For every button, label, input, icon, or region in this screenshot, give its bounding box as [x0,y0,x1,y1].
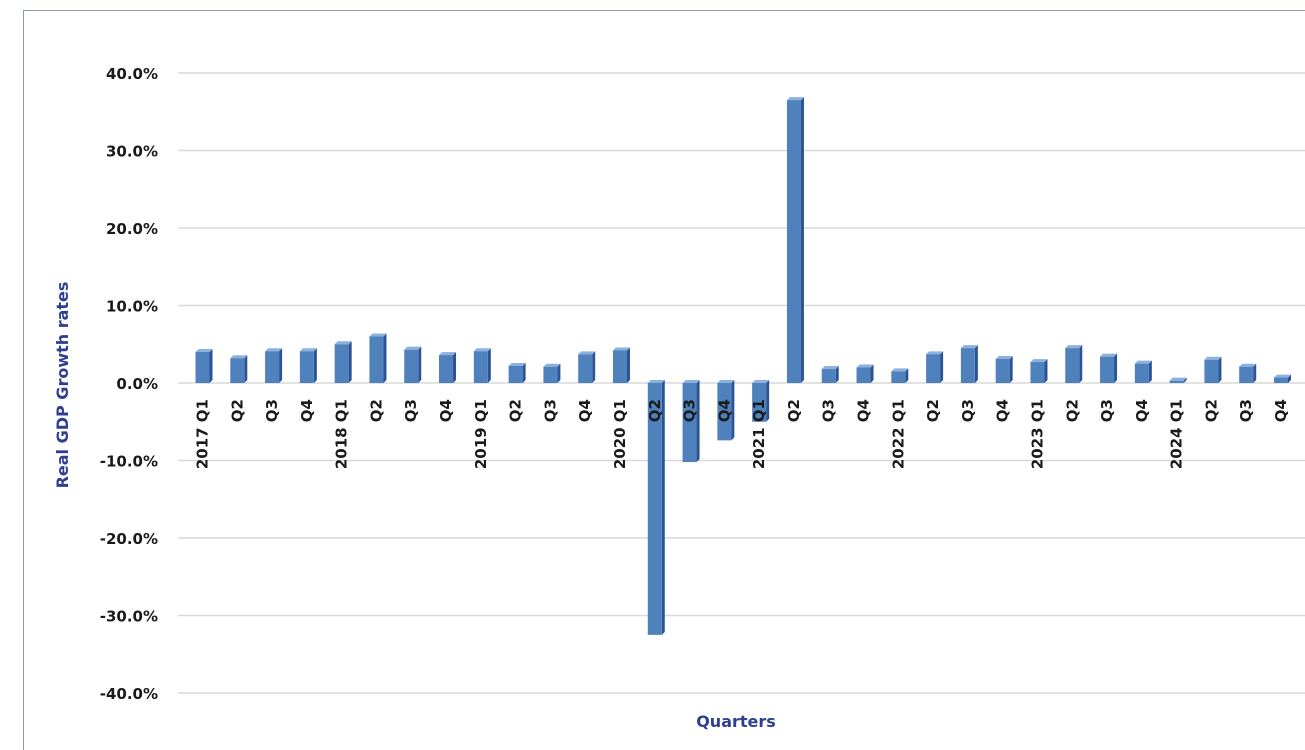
x-tick-label: Q4 [576,399,594,422]
x-tick-label: Q3 [402,399,420,422]
x-tick-label: Q3 [263,399,281,422]
bar [369,333,387,383]
x-tick-label: 2019 Q1 [472,399,490,469]
bar [752,380,770,422]
bar [1100,353,1118,383]
x-tick-label: Q4 [994,399,1012,422]
x-tick-label: Q3 [541,399,559,422]
bar [1030,359,1048,383]
x-tick-label: Q4 [437,399,455,422]
x-tick-label: Q4 [1133,399,1151,422]
y-tick-label: -10.0% [100,453,158,471]
bar [960,345,978,383]
bar [647,380,665,635]
bar [230,355,248,383]
bar [299,348,317,383]
x-tick-label: 2020 Q1 [611,399,629,469]
x-tick-label: Q4 [298,399,316,422]
bars [195,97,1291,635]
bar [717,380,735,441]
x-tick-label: Q2 [646,399,664,422]
y-tick-label: 30.0% [106,143,158,161]
bar [856,364,874,383]
y-tick-label: -30.0% [100,608,158,626]
x-tick-label: Q4 [855,399,873,422]
bar [508,362,526,383]
x-tick-label: Q2 [785,399,803,422]
x-tick-label: 2018 Q1 [333,399,351,469]
gridlines [178,72,1305,694]
y-axis-ticks: 40.0% 30.0% 20.0% 10.0% 0.0% -10.0% -20.0% -30.… [100,65,158,703]
x-tick-label: 2017 Q1 [194,399,212,469]
bar [612,347,630,383]
x-tick-label: Q3 [1098,399,1116,422]
x-tick-label: Q4 [1272,399,1290,422]
bar [334,341,352,383]
bar [439,352,457,383]
bar [404,346,422,383]
bar [682,380,700,463]
bar [1274,374,1291,383]
x-axis-ticks: 2017 Q1 Q2 Q3 Q4 2018 Q1 Q2 Q3 Q4 2019 Q1 Q2 Q3 Q4 2… [194,399,1291,469]
y-tick-label: -40.0% [100,685,158,703]
x-tick-label: Q2 [1202,399,1220,422]
bar [821,366,839,383]
x-axis-label: Quarters [696,712,776,731]
y-tick-label: -20.0% [100,530,158,548]
y-tick-label: 20.0% [106,220,158,238]
x-tick-label: 2022 Q1 [889,399,907,469]
x-tick-label: 2024 Q1 [1168,399,1186,469]
bar [786,97,804,383]
x-tick-label: Q2 [228,399,246,422]
bar [1134,360,1152,383]
x-tick-label: Q2 [1063,399,1081,422]
bar [891,368,909,383]
bar [1239,363,1257,383]
x-tick-label: Q3 [681,399,699,422]
bar [473,348,491,383]
x-tick-label: 2023 Q1 [1028,399,1046,469]
bar [543,363,561,383]
bar [1169,377,1187,383]
bar [1204,356,1222,383]
x-tick-label: Q3 [1237,399,1255,422]
y-tick-label: 40.0% [106,65,158,83]
bar [1065,345,1083,383]
bar [265,348,283,383]
x-tick-label: Q3 [959,399,977,422]
y-axis-label: Real GDP Growth rates [53,282,72,489]
bar [926,351,944,383]
x-tick-label: Q4 [715,399,733,422]
bar [995,355,1013,383]
x-tick-label: 2021 Q1 [750,399,768,469]
bar [195,349,213,383]
x-tick-label: Q3 [820,399,838,422]
bar [578,351,596,383]
chart-frame [23,10,1305,750]
x-tick-label: Q2 [924,399,942,422]
y-tick-label: 10.0% [106,298,158,316]
x-tick-label: Q2 [507,399,525,422]
x-tick-label: Q2 [367,399,385,422]
y-tick-label: 0.0% [116,375,158,393]
